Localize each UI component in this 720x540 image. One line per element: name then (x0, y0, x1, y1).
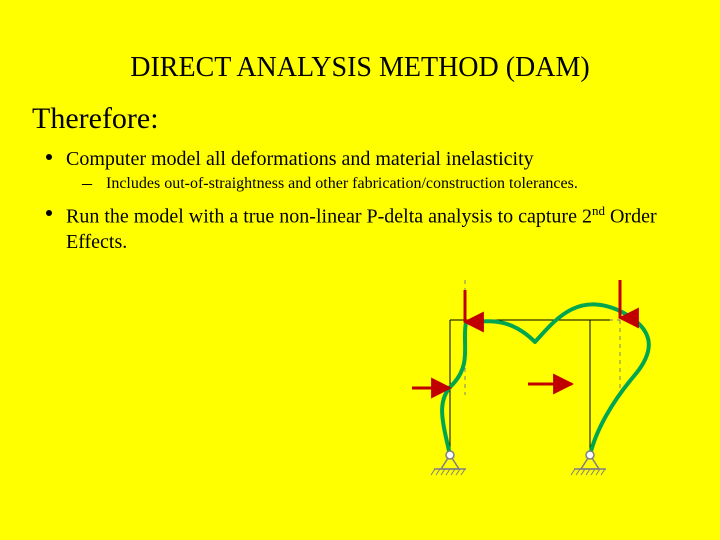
sub-bullet-1: – Includes out-of-straightness and other… (82, 175, 680, 193)
bullet-2-pre: Run the model with a true non-linear P-d… (66, 206, 592, 228)
bullet-2-sup: nd (592, 203, 605, 218)
bullet-1-text: Computer model all deformations and mate… (66, 148, 534, 171)
subheading: Therefore: (0, 84, 720, 142)
bullet-2-text: Run the model with a true non-linear P-d… (66, 203, 680, 255)
slide-title: DIRECT ANALYSIS METHOD (DAM) (0, 0, 720, 84)
bullet-list: Computer model all deformations and mate… (0, 142, 720, 255)
bullet-item-1: Computer model all deformations and mate… (46, 148, 680, 171)
sub-bullet-1-text: Includes out-of-straightness and other f… (106, 175, 578, 193)
bullet-dot-icon (46, 210, 52, 216)
dash-icon: – (82, 175, 92, 191)
bullet-item-2: Run the model with a true non-linear P-d… (46, 203, 680, 255)
pdelta-diagram (390, 280, 690, 490)
bullet-dot-icon (46, 154, 52, 160)
